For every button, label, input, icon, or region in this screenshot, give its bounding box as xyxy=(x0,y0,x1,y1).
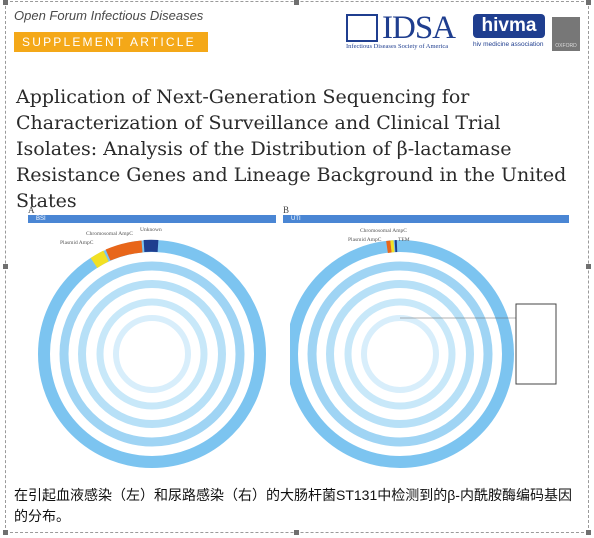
panel-b-callout-plasmid: Plasmid AmpC xyxy=(348,237,382,243)
resize-handle-br[interactable] xyxy=(586,530,591,535)
panel-b-callout-chromosomal: Chromosomal AmpC xyxy=(360,228,407,234)
panel-b-ring-2 xyxy=(307,261,493,447)
panel-b-donut-chart: Chromosomal AmpC Plasmid AmpC TEM xyxy=(290,228,557,468)
resize-handle-tl[interactable] xyxy=(3,0,8,5)
journal-name: Open Forum Infectious Diseases xyxy=(14,8,204,23)
idsa-logo-text: IDSA xyxy=(382,10,456,46)
resize-handle-bm[interactable] xyxy=(294,530,299,535)
panel-b-callout-tem: TEM xyxy=(398,237,410,243)
panel-b-outer-ring xyxy=(290,240,514,468)
panel-a-outer-ring xyxy=(38,240,266,468)
resize-handle-bl[interactable] xyxy=(3,530,8,535)
hivma-logo: hivma xyxy=(473,14,545,38)
panel-a-callout-plasmid: Plasmid AmpC xyxy=(60,240,94,246)
panel-b-bar: UTI xyxy=(283,215,569,223)
idsa-logo: IDSA Infectious Diseases Society of Amer… xyxy=(346,10,466,52)
panel-b-ring-5 xyxy=(361,315,439,393)
panel-a-donut-chart: Chromosomal AmpC Unknown Plasmid AmpC xyxy=(38,227,266,468)
idsa-emblem-icon xyxy=(346,14,378,42)
panel-b-ring-4 xyxy=(344,298,456,410)
panel-a-bar-label: BSI xyxy=(36,216,46,222)
resize-handle-tr[interactable] xyxy=(586,0,591,5)
panel-a-segment-chromosomal-ampc xyxy=(105,240,143,261)
panel-a-ring-4 xyxy=(96,298,208,410)
panel-b-callout-box xyxy=(515,303,557,385)
panel-b-ring-3 xyxy=(326,280,474,428)
panel-a-ring-2 xyxy=(59,261,245,447)
panel-b-segment-plasmid-ampc xyxy=(386,240,392,253)
panel-a-bar: BSI xyxy=(28,215,276,223)
supplement-badge: SUPPLEMENT ARTICLE xyxy=(14,32,208,52)
panel-b-bar-label: UTI xyxy=(291,216,301,222)
panel-a-callout-unknown: Unknown xyxy=(140,227,162,233)
oxford-logo: OXFORD xyxy=(552,17,580,51)
panel-a-ring-5 xyxy=(113,315,191,393)
panel-a-ring-3 xyxy=(78,280,226,428)
resize-handle-tm[interactable] xyxy=(294,0,299,5)
panel-b-label: B xyxy=(283,205,290,215)
hivma-logo-subtitle: hiv medicine association xyxy=(473,41,544,48)
idsa-logo-subtitle: Infectious Diseases Society of America xyxy=(346,43,449,50)
panel-a-callout-chromosomal: Chromosomal AmpC xyxy=(86,231,133,237)
article-title: Application of Next-Generation Sequencin… xyxy=(16,86,567,212)
figure-caption: 在引起血液感染（左）和尿路感染（右）的大肠杆菌ST131中检测到的β-内酰胺酶编… xyxy=(14,487,572,524)
panel-a-label: A xyxy=(28,205,35,215)
panel-a-segment-plasmid-ampc xyxy=(90,250,109,269)
resize-handle-ml[interactable] xyxy=(3,264,8,269)
resize-handle-mr[interactable] xyxy=(586,264,591,269)
